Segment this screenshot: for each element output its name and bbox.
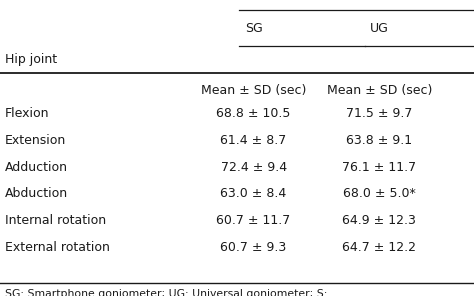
Text: SG: Smartphone goniometer; UG: Universal goniometer; S:: SG: Smartphone goniometer; UG: Universal… [5,289,327,296]
Text: 61.4 ± 8.7: 61.4 ± 8.7 [220,134,287,147]
Text: Abduction: Abduction [5,187,68,200]
Text: 64.9 ± 12.3: 64.9 ± 12.3 [342,214,416,227]
Text: 71.5 ± 9.7: 71.5 ± 9.7 [346,107,412,120]
Text: 76.1 ± 11.7: 76.1 ± 11.7 [342,161,416,174]
Text: Extension: Extension [5,134,66,147]
Text: Internal rotation: Internal rotation [5,214,106,227]
Text: Hip joint: Hip joint [5,53,57,66]
Text: 64.7 ± 12.2: 64.7 ± 12.2 [342,241,416,254]
Text: 63.8 ± 9.1: 63.8 ± 9.1 [346,134,412,147]
Text: 60.7 ± 11.7: 60.7 ± 11.7 [217,214,291,227]
Text: 72.4 ± 9.4: 72.4 ± 9.4 [220,161,287,174]
Text: SG: SG [245,22,263,35]
Text: 68.0 ± 5.0*: 68.0 ± 5.0* [343,187,416,200]
Text: Mean ± SD (sec): Mean ± SD (sec) [201,84,306,97]
Text: 68.8 ± 10.5: 68.8 ± 10.5 [217,107,291,120]
Text: External rotation: External rotation [5,241,109,254]
Text: Mean ± SD (sec): Mean ± SD (sec) [327,84,432,97]
Text: Adduction: Adduction [5,161,68,174]
Text: UG: UG [370,22,389,35]
Text: 60.7 ± 9.3: 60.7 ± 9.3 [220,241,287,254]
Text: Flexion: Flexion [5,107,49,120]
Text: 63.0 ± 8.4: 63.0 ± 8.4 [220,187,287,200]
